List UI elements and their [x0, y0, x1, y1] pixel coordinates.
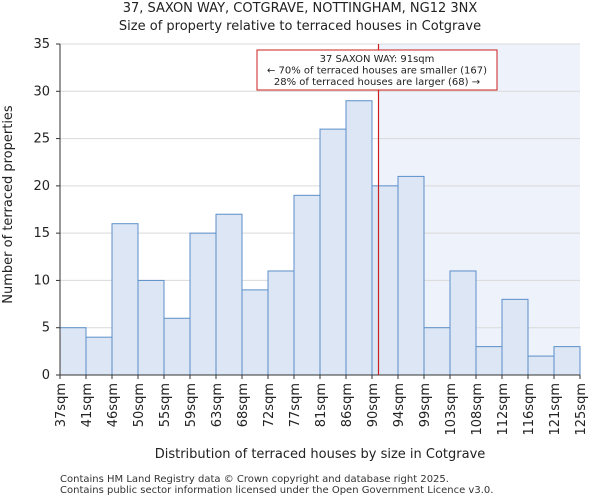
x-tick-label: 81sqm — [314, 383, 329, 427]
x-tick-label: 94sqm — [392, 383, 407, 427]
x-tick-label: 63sqm — [210, 383, 225, 427]
x-tick-label: 125sqm — [574, 383, 589, 436]
footer-attribution-1: Contains HM Land Registry data © Crown c… — [60, 474, 449, 485]
annotation-box — [256, 49, 498, 91]
x-tick-label: 77sqm — [288, 383, 303, 427]
histogram-bar — [267, 270, 295, 376]
histogram-bar — [501, 298, 529, 376]
histogram-bar — [293, 194, 321, 376]
x-tick-label: 72sqm — [262, 383, 277, 427]
x-tick-label: 121sqm — [548, 383, 563, 436]
x-tick-label: 108sqm — [470, 383, 485, 436]
histogram-bar — [215, 213, 243, 376]
x-tick-label: 50sqm — [132, 383, 147, 427]
histogram-bar — [319, 128, 347, 376]
histogram-bar — [163, 317, 191, 376]
histogram-bar — [371, 185, 399, 376]
histogram-bar — [553, 346, 581, 376]
x-tick-label: 90sqm — [366, 383, 381, 427]
histogram-bar — [241, 289, 269, 376]
x-tick-label: 46sqm — [106, 383, 121, 427]
x-axis-label: Distribution of terraced houses by size … — [155, 447, 486, 462]
histogram-bar — [345, 100, 373, 376]
y-tick-label: 20 — [33, 179, 50, 194]
annotation-larger: 28% of terraced houses are larger (68) → — [274, 77, 480, 88]
x-tick-label: 55sqm — [158, 383, 173, 427]
histogram-bar — [449, 270, 477, 376]
x-tick-label: 99sqm — [418, 383, 433, 427]
chart-title: 37, SAXON WAY, COTGRAVE, NOTTINGHAM, NG1… — [122, 1, 478, 16]
x-tick-label: 86sqm — [340, 383, 355, 427]
chart-subtitle: Size of property relative to terraced ho… — [118, 19, 482, 34]
y-tick-label: 5 — [42, 321, 50, 336]
x-tick-label: 116sqm — [522, 383, 537, 436]
histogram-bar — [111, 223, 139, 376]
y-axis-label: Number of terraced properties — [1, 105, 16, 304]
y-tick-label: 0 — [42, 368, 50, 383]
x-tick-label: 112sqm — [496, 383, 511, 436]
annotation-title: 37 SAXON WAY: 91sqm — [320, 54, 435, 65]
x-tick-label: 103sqm — [444, 383, 459, 436]
y-tick-label: 15 — [33, 226, 50, 241]
x-tick-label: 41sqm — [80, 383, 95, 427]
annotation-smaller: ← 70% of terraced houses are smaller (16… — [267, 66, 487, 77]
histogram-bar — [59, 327, 87, 376]
histogram-bar — [423, 327, 451, 376]
histogram-bar — [475, 346, 503, 376]
histogram-bar — [189, 232, 217, 376]
x-tick-label: 68sqm — [236, 383, 251, 427]
histogram-bar — [527, 355, 555, 376]
y-tick-label: 35 — [33, 37, 50, 52]
x-tick-label: 37sqm — [54, 383, 69, 427]
histogram-bar — [85, 336, 113, 376]
y-tick-label: 10 — [33, 273, 50, 288]
footer-attribution-2: Contains public sector information licen… — [60, 485, 494, 496]
histogram-bar — [397, 175, 425, 376]
histogram-bar — [137, 279, 165, 376]
x-tick-label: 59sqm — [184, 383, 199, 427]
y-tick-label: 30 — [33, 84, 50, 99]
y-tick-label: 25 — [33, 132, 50, 147]
